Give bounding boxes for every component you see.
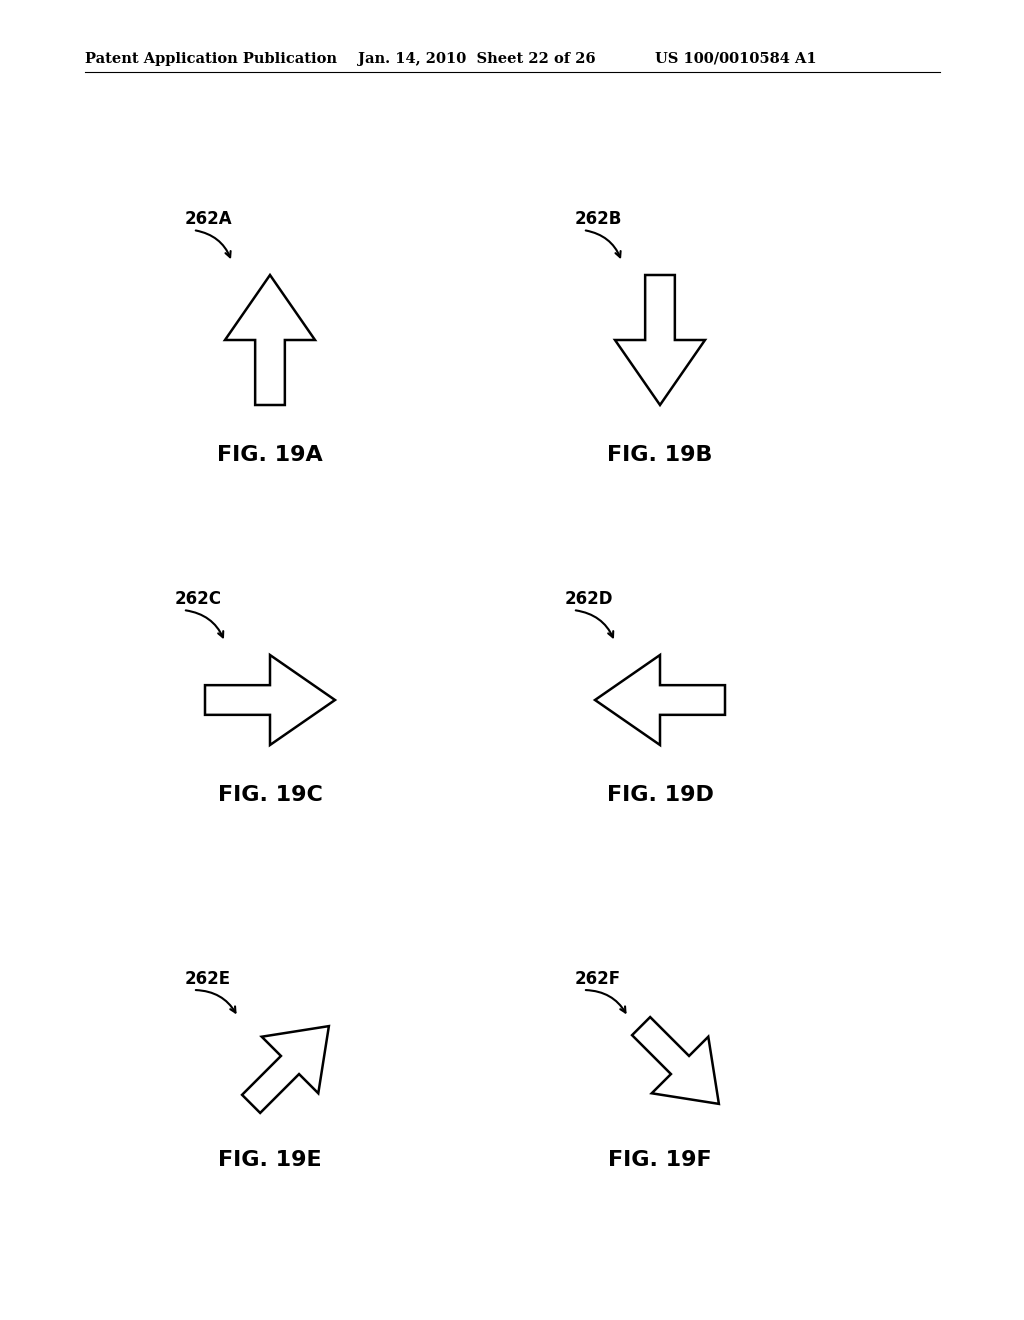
Text: US 100/0010584 A1: US 100/0010584 A1 [655, 51, 816, 66]
Text: FIG. 19F: FIG. 19F [608, 1150, 712, 1170]
Text: FIG. 19D: FIG. 19D [606, 785, 714, 805]
Text: Patent Application Publication: Patent Application Publication [85, 51, 337, 66]
Text: 262C: 262C [175, 590, 222, 609]
Text: 262D: 262D [565, 590, 613, 609]
Text: FIG. 19B: FIG. 19B [607, 445, 713, 465]
Text: 262B: 262B [575, 210, 623, 228]
Text: FIG. 19E: FIG. 19E [218, 1150, 322, 1170]
Text: 262E: 262E [185, 970, 231, 987]
Text: FIG. 19C: FIG. 19C [217, 785, 323, 805]
Text: FIG. 19A: FIG. 19A [217, 445, 323, 465]
Text: 262A: 262A [185, 210, 232, 228]
Text: 262F: 262F [575, 970, 622, 987]
Text: Jan. 14, 2010  Sheet 22 of 26: Jan. 14, 2010 Sheet 22 of 26 [358, 51, 596, 66]
